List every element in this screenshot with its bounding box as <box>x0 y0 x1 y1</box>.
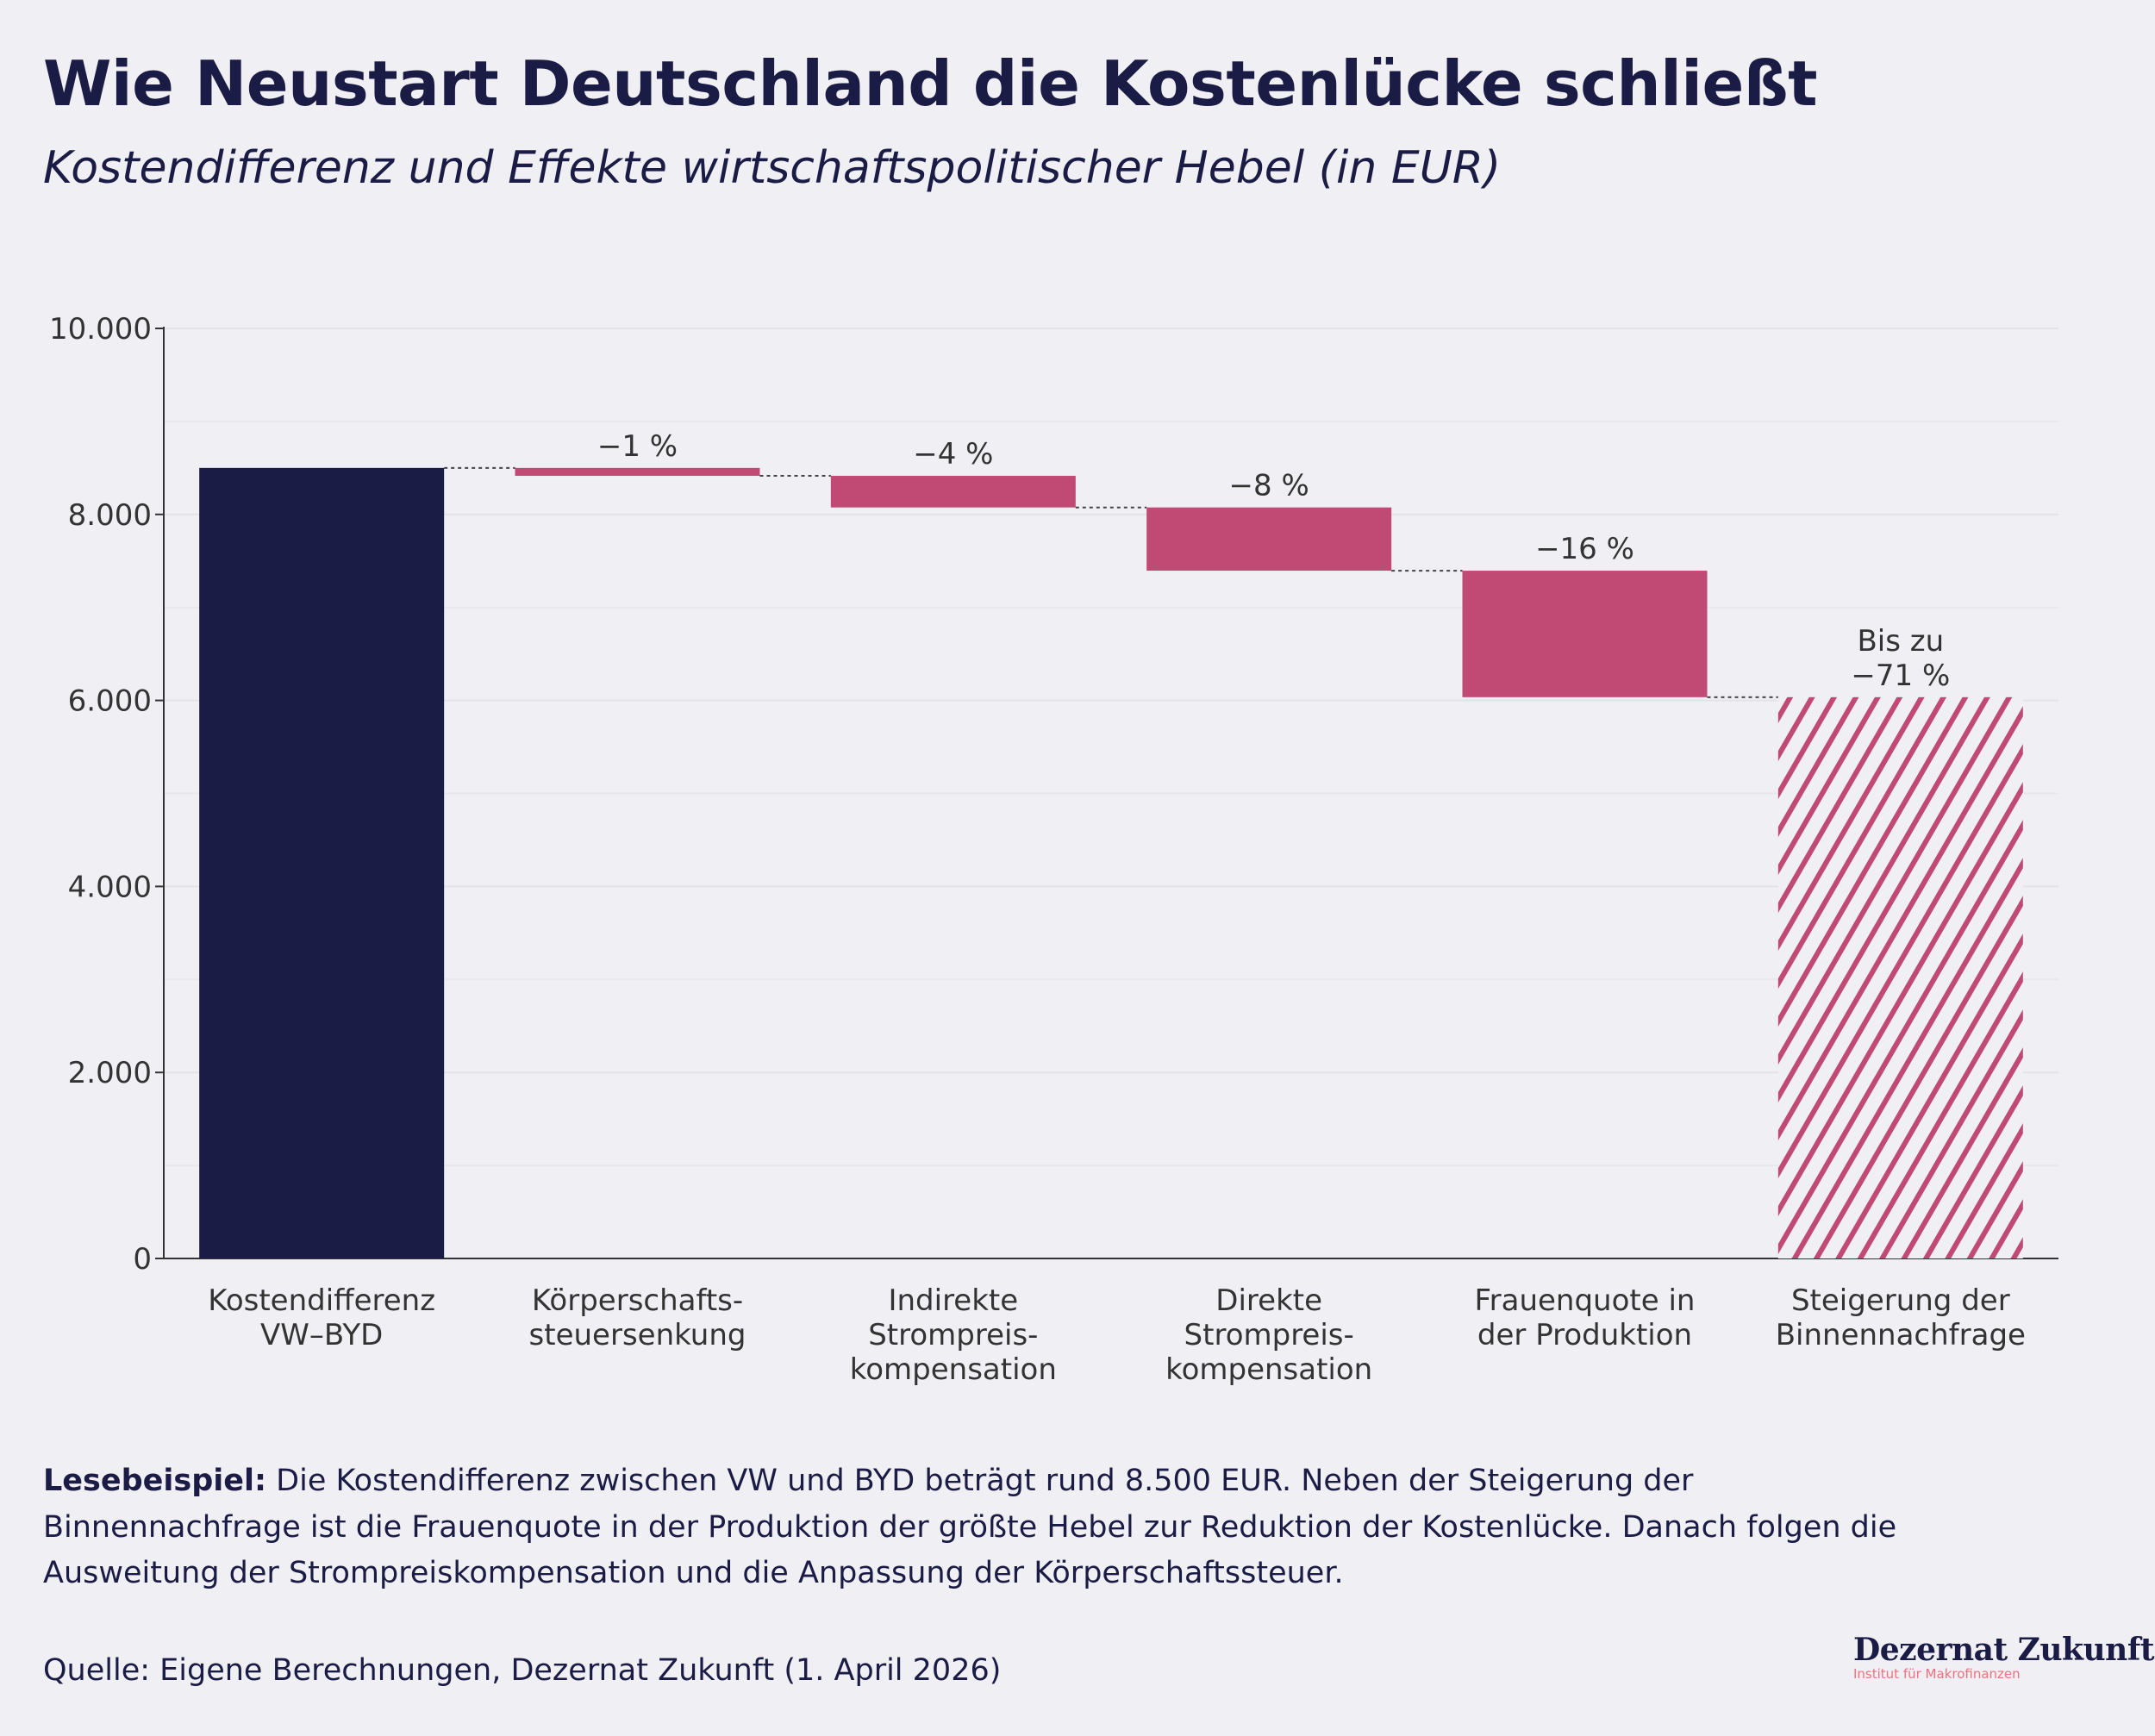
x-tick-label: Indirekte <box>888 1283 1018 1318</box>
data-label: −1 % <box>597 429 678 464</box>
y-tick-label: 8.000 <box>68 498 152 533</box>
x-tick-label: kompensation <box>850 1352 1057 1387</box>
reading-example-text: Die Kostendifferenz zwischen VW und BYD … <box>43 1464 1897 1590</box>
data-label: −16 % <box>1535 532 1634 566</box>
x-tick-label: Steigerung der <box>1791 1283 2010 1318</box>
x-tick-label: der Produktion <box>1477 1318 1692 1352</box>
x-tick-label: Strompreis- <box>868 1318 1038 1352</box>
source-note: Quelle: Eigene Berechnungen, Dezernat Zu… <box>43 1653 1002 1688</box>
x-tick-label: kompensation <box>1165 1352 1372 1387</box>
reading-example: Lesebeispiel: Die Kostendifferenz zwisch… <box>43 1458 1940 1597</box>
x-tick-label: Strompreis- <box>1184 1318 1354 1352</box>
data-label: −71 % <box>1851 659 1950 693</box>
y-tick-label: 4.000 <box>68 870 152 904</box>
x-tick-label: Direkte <box>1215 1283 1322 1318</box>
x-tick-label: Kostendifferenz <box>208 1283 435 1318</box>
logo-sub-text: Institut für Makrofinanzen <box>1853 1666 2021 1682</box>
x-tick-label: Körperschafts- <box>532 1283 743 1318</box>
x-tick-label: Frauenquote in <box>1475 1283 1696 1318</box>
data-label: −8 % <box>1229 469 1309 503</box>
x-tick-label: Binnennachfrage <box>1776 1318 2026 1352</box>
bar-3 <box>1146 507 1392 571</box>
data-label: Bis zu <box>1857 624 1944 659</box>
y-tick-label: 6.000 <box>68 684 152 719</box>
x-tick-label: steuersenkung <box>529 1318 746 1352</box>
bar-5 <box>1777 696 2023 1258</box>
chart-title: Wie Neustart Deutschland die Kostenlücke… <box>43 47 1818 120</box>
y-tick-label: 10.000 <box>49 312 152 347</box>
data-label: −4 % <box>913 437 993 471</box>
logo-main-text: Dezernat Zukunft <box>1853 1632 2154 1668</box>
y-tick-label: 2.000 <box>68 1056 152 1090</box>
bar-2 <box>830 476 1076 508</box>
logo: Dezernat Zukunft Institut für Makrofinan… <box>1853 1632 2154 1682</box>
bar-1 <box>515 467 760 477</box>
x-tick-label: VW–BYD <box>260 1318 383 1352</box>
y-tick-label: 0 <box>133 1242 152 1277</box>
reading-example-label: Lesebeispiel: <box>43 1464 267 1498</box>
bar-0 <box>199 467 445 1258</box>
chart-subtitle: Kostendifferenz und Effekte wirtschaftsp… <box>43 142 1502 194</box>
bar-4 <box>1462 571 1708 697</box>
